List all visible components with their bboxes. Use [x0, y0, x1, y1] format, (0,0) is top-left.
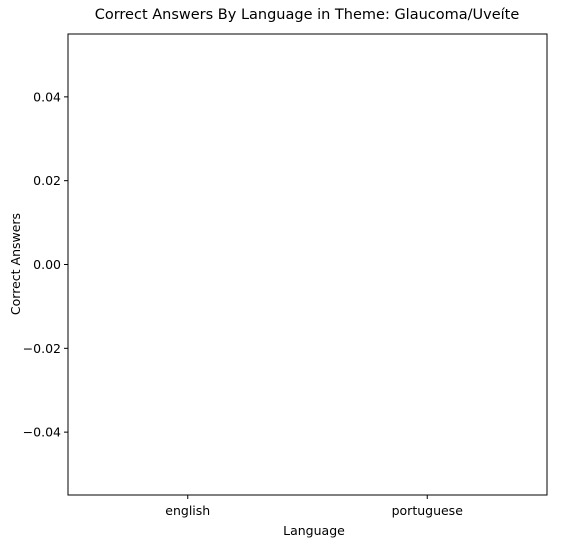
y-tick-label: 0.02: [33, 173, 61, 188]
y-tick-label: 0.00: [33, 257, 61, 272]
y-axis-label: Correct Answers: [8, 213, 23, 315]
x-tick-label: english: [165, 503, 210, 518]
x-axis-ticks: english portuguese: [165, 495, 463, 518]
y-tick-label: −0.02: [23, 341, 61, 356]
y-axis-ticks: 0.04 0.02 0.00 −0.02 −0.04: [23, 89, 68, 440]
y-tick-label: −0.04: [23, 425, 61, 440]
chart-title: Correct Answers By Language in Theme: Gl…: [95, 7, 520, 23]
x-axis-label: Language: [283, 523, 345, 538]
y-tick-label: 0.04: [33, 89, 61, 104]
x-tick-label: portuguese: [392, 503, 464, 518]
plot-area: [67, 33, 548, 496]
